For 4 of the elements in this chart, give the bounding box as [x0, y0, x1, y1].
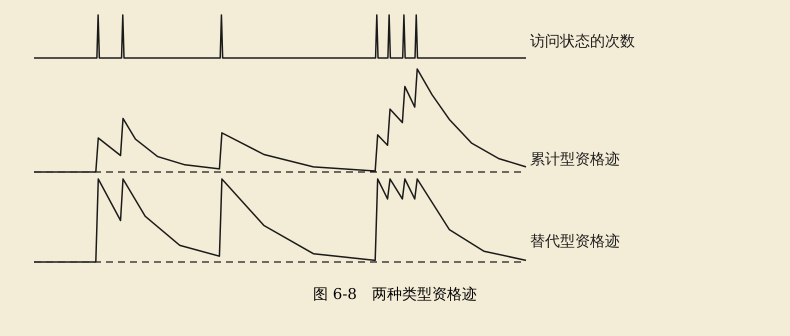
- series-label: 访问状态的次数: [530, 32, 635, 51]
- series-label: 累计型资格迹: [530, 150, 620, 169]
- series-label: 替代型资格迹: [530, 232, 620, 251]
- caption: 图 6-8 两种类型资格迹: [312, 285, 478, 304]
